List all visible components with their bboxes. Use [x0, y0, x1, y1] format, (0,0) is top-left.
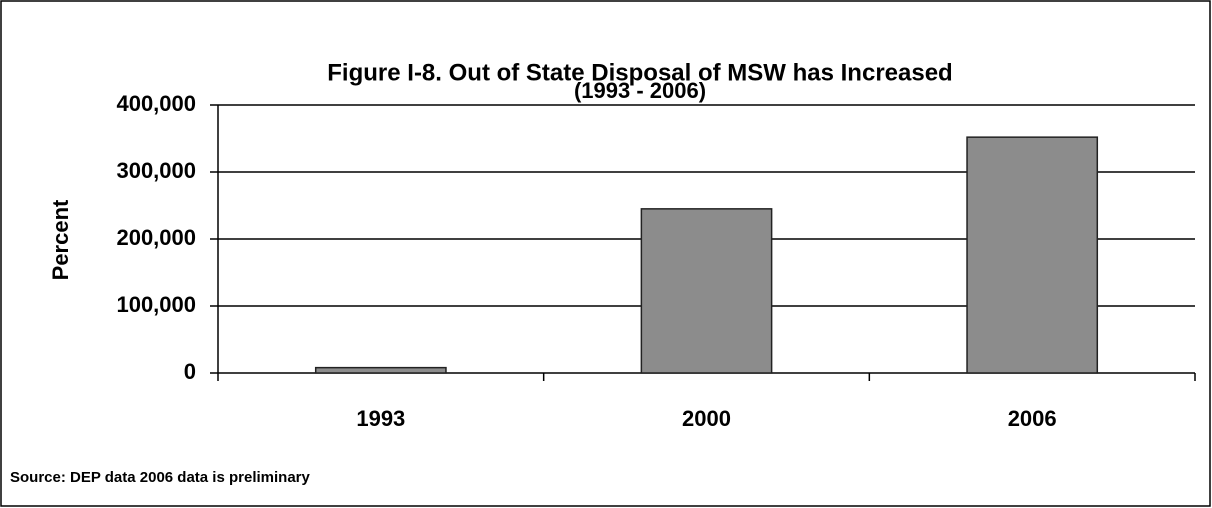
- x-tick-label: 2000: [682, 406, 731, 431]
- bar: [640, 208, 773, 374]
- x-tick-label: 1993: [356, 406, 405, 431]
- y-tick-label: 100,000: [116, 292, 196, 317]
- chart-title: Figure I-8. Out of State Disposal of MSW…: [327, 59, 952, 86]
- source-note: Source: DEP data 2006 data is preliminar…: [10, 469, 311, 486]
- x-tick-label: 2006: [1008, 406, 1057, 431]
- y-axis-label: Percent: [48, 199, 73, 280]
- chart-subtitle: (1993 - 2006): [574, 78, 706, 103]
- bar: [314, 366, 447, 374]
- y-tick-label: 300,000: [116, 158, 196, 183]
- y-tick-label: 200,000: [116, 225, 196, 250]
- y-tick-label: 400,000: [116, 91, 196, 116]
- bar: [966, 136, 1099, 374]
- y-tick-label: 0: [184, 359, 196, 384]
